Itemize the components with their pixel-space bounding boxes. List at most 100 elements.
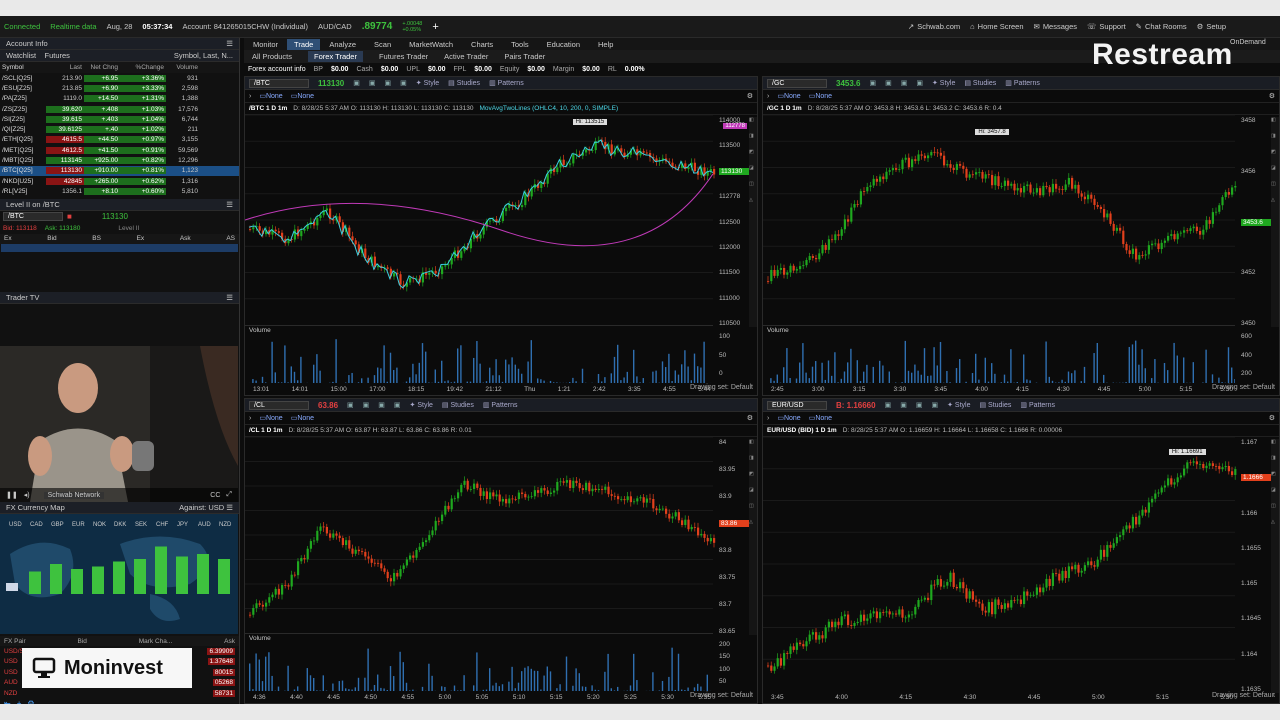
- tab-forex-trader[interactable]: Forex Trader: [308, 51, 363, 62]
- studies-menu[interactable]: ▤ Studies: [979, 402, 1012, 409]
- chart-icon[interactable]: ▣: [885, 80, 892, 87]
- schwab-link[interactable]: ↗ Schwab.com: [907, 22, 961, 31]
- add-icon[interactable]: +: [432, 20, 439, 33]
- table-row[interactable]: /SI[Z25] 39.615 +.403 +1.04% 6,744: [0, 114, 239, 124]
- watchlist-col-1[interactable]: Last: [69, 64, 82, 71]
- messages-link[interactable]: ✉ Messages: [1033, 22, 1077, 31]
- currency-bar[interactable]: [134, 559, 146, 594]
- link-icon[interactable]: ▣: [347, 402, 354, 409]
- symbol-input[interactable]: /GC: [767, 78, 827, 88]
- patterns-menu[interactable]: ▥ Patterns: [482, 402, 518, 409]
- side-tool-icon[interactable]: ◫: [749, 503, 754, 509]
- side-tool-icon[interactable]: ◬: [749, 519, 753, 525]
- chart-icon[interactable]: ▣: [900, 402, 907, 409]
- link-icon[interactable]: ▣: [884, 402, 892, 409]
- side-tool-icon[interactable]: ◩: [1271, 471, 1276, 477]
- currency-bar[interactable]: [197, 554, 209, 594]
- side-tool-icon[interactable]: ◫: [1271, 181, 1276, 187]
- tab-pairs-trader[interactable]: Pairs Trader: [504, 52, 546, 61]
- fx-map-header[interactable]: FX Currency Map Against: USD ☰: [0, 502, 239, 514]
- menu-education[interactable]: Education: [546, 39, 581, 49]
- menu-monitor[interactable]: Monitor: [253, 39, 279, 49]
- menu-marketwatch[interactable]: MarketWatch: [409, 39, 454, 49]
- expand-icon[interactable]: ›: [249, 414, 252, 422]
- flask-icon[interactable]: ▣: [916, 80, 923, 87]
- studies-menu[interactable]: ▤ Studies: [441, 402, 474, 409]
- table-row[interactable]: /QI[Z25] 39.6125 +.40 +1.02% 211: [0, 124, 239, 134]
- expand-icon[interactable]: ›: [767, 92, 770, 100]
- watchlist-col-4[interactable]: Volume: [176, 64, 198, 71]
- draw-icon[interactable]: ▣: [915, 402, 923, 409]
- menu-analyze[interactable]: Analyze: [329, 39, 357, 49]
- gear-icon[interactable]: ⚙: [746, 93, 753, 100]
- side-tool-icon[interactable]: ◩: [749, 149, 754, 155]
- draw-icon[interactable]: ▣: [384, 80, 392, 87]
- link-icon[interactable]: ▣: [869, 80, 877, 87]
- patterns-menu[interactable]: ▥ Patterns: [489, 80, 524, 87]
- side-tool-icon[interactable]: ◫: [1271, 503, 1276, 509]
- drawing-set-label[interactable]: Drawing set: Default: [1211, 384, 1275, 391]
- fx-col[interactable]: Ask: [224, 637, 235, 645]
- side-tool-icon[interactable]: ◩: [749, 471, 754, 477]
- account-info-header[interactable]: Account Info ☰: [0, 38, 239, 50]
- trader-tv-header[interactable]: Trader TV ☰: [0, 291, 239, 304]
- studies-menu[interactable]: ▤ Studies: [964, 80, 997, 87]
- table-row[interactable]: AUD 05268: [0, 678, 239, 689]
- currency-bar[interactable]: [113, 561, 125, 595]
- currency-bar[interactable]: [92, 566, 104, 595]
- chart-icon[interactable]: ▣: [368, 80, 376, 87]
- side-tool-icon[interactable]: ◬: [1271, 197, 1275, 203]
- table-row[interactable]: /ETH[Q25] 4615.5 +44.50 +0.97% 3,155: [0, 135, 239, 145]
- table-row[interactable]: /ZS[Z25] 39.620 +.408 +1.03% 17,576: [0, 104, 239, 114]
- expand-icon[interactable]: ›: [249, 92, 252, 100]
- side-tool-icon[interactable]: ◫: [749, 181, 754, 187]
- side-tool-icon[interactable]: ◨: [1271, 133, 1276, 139]
- draw-icon[interactable]: ▣: [900, 80, 908, 87]
- level2-symbol-input[interactable]: /BTC: [3, 212, 63, 222]
- flask-icon[interactable]: ▣: [931, 402, 939, 409]
- table-row[interactable]: USD 1.37648: [0, 657, 239, 668]
- add-icon[interactable]: +: [16, 699, 22, 704]
- side-tool-icon[interactable]: ◧: [1271, 117, 1276, 123]
- table-row[interactable]: NZD 58731: [0, 688, 239, 699]
- draw-icon[interactable]: ▣: [378, 402, 385, 409]
- home-screen-link[interactable]: ⌂ Home Screen: [970, 22, 1024, 31]
- style-menu[interactable]: ✦ Style: [409, 402, 433, 409]
- watchlist-col-0[interactable]: Symbol: [2, 64, 24, 71]
- volume-icon[interactable]: ◂): [23, 492, 30, 499]
- currency-bar[interactable]: [176, 556, 188, 595]
- side-tool-icon[interactable]: ◧: [749, 117, 754, 123]
- setup-link[interactable]: ⚙ Setup: [1196, 22, 1226, 31]
- pause-icon[interactable]: ❚❚: [6, 492, 18, 499]
- symbol-input[interactable]: /CL: [249, 400, 309, 410]
- flask-icon[interactable]: ▣: [393, 402, 401, 409]
- side-tool-icon[interactable]: ◨: [749, 455, 754, 461]
- price-chart[interactable]: [245, 115, 757, 325]
- gear-icon[interactable]: ⚙: [1268, 93, 1275, 100]
- gear-icon[interactable]: ⚙: [746, 415, 753, 422]
- table-row[interactable]: /PA[Z25] 1119.0 +14.50 +1.31% 1,388: [0, 94, 239, 104]
- watchlist-col-2[interactable]: Net Chng: [90, 64, 118, 71]
- gear-icon[interactable]: ⚙: [1268, 415, 1275, 422]
- tab-futures-trader[interactable]: Futures Trader: [378, 52, 429, 61]
- fx-col[interactable]: Bid: [77, 637, 87, 645]
- expand-icon[interactable]: ⤢: [226, 491, 232, 498]
- style-menu[interactable]: ✦ Style: [415, 80, 440, 87]
- ondemand-button[interactable]: OnDemand: [1230, 39, 1266, 46]
- chat-rooms-link[interactable]: ✎ Chat Rooms: [1135, 22, 1187, 31]
- side-tool-icon[interactable]: ◪: [749, 487, 754, 493]
- table-row[interactable]: /SCL[Q25] 213.90 +6.95 +3.36% 931: [0, 73, 239, 83]
- menu-tools[interactable]: Tools: [511, 39, 529, 49]
- menu-trade[interactable]: Trade: [287, 38, 321, 50]
- side-tool-icon[interactable]: ◧: [1271, 439, 1276, 445]
- currency-bar[interactable]: [71, 569, 83, 594]
- table-row[interactable]: /BTC[Q25] 113130 +910.00 +0.81% 1,123: [0, 165, 239, 176]
- side-tool-icon[interactable]: ◧: [749, 439, 754, 445]
- currency-bar[interactable]: [50, 564, 62, 594]
- gear-icon[interactable]: ⚙: [27, 699, 35, 704]
- link-icon[interactable]: ▣: [353, 80, 360, 87]
- table-row[interactable]: /RL[V25] 1356.1 +8.10 +0.60% 5,810: [0, 186, 239, 196]
- currency-bar[interactable]: [155, 546, 167, 595]
- table-row[interactable]: /MBT[Q25] 113145 +925.00 +0.82% 12,296: [0, 155, 239, 165]
- expand-icon[interactable]: ›: [767, 414, 770, 422]
